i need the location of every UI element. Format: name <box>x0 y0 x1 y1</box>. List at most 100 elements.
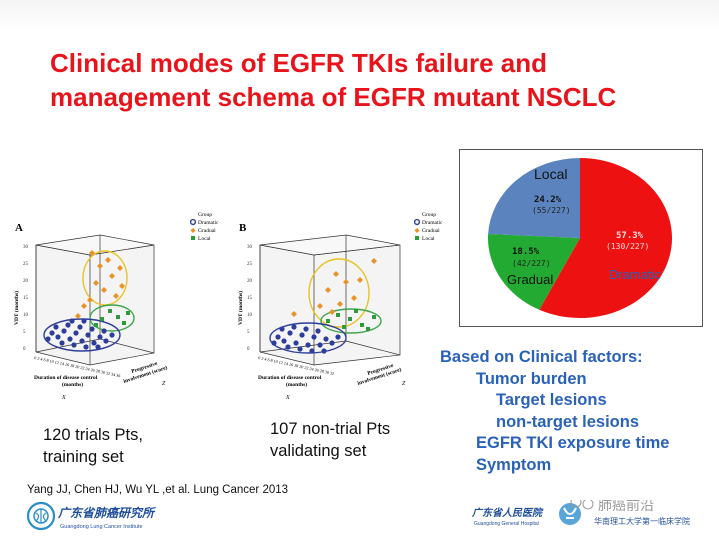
dramatic-point <box>55 334 61 340</box>
gradual-point <box>119 283 125 289</box>
y-axis-label: VDT (months) <box>237 291 244 325</box>
y-axis-label: VDT (months) <box>13 291 20 325</box>
gradual-points <box>291 258 377 317</box>
legend-gradual-marker <box>190 228 196 233</box>
gradual-point <box>117 265 123 271</box>
local-point <box>366 327 370 331</box>
dramatic-point <box>101 328 107 334</box>
dramatic-point <box>315 328 321 334</box>
gradual-ellipse <box>308 258 370 328</box>
legend-dramatic: Dramatic <box>422 220 443 226</box>
dramatic-point <box>329 340 335 346</box>
legend-title: Group <box>198 212 212 218</box>
scatter-panel-a: A 0 5 10 15 20 25 30 VDT (months) <box>12 205 234 405</box>
dramatic-points <box>45 318 115 350</box>
y-tick: 15 <box>23 296 29 301</box>
dramatic-point <box>69 318 75 324</box>
factor-non-target-lesions: non-target lesions <box>496 412 640 431</box>
gradual-point <box>101 287 107 293</box>
dramatic-point <box>77 324 83 330</box>
pie-slice-gradual <box>488 233 580 310</box>
slide-title: Clinical modes of EGFR TKIs failure and … <box>50 46 700 114</box>
legend-b: Group Dramatic Gradual Local <box>413 212 443 242</box>
dramatic-point <box>97 334 103 340</box>
y-ticks-b: 0 5 10 15 20 25 30 <box>247 245 253 352</box>
local-point <box>122 321 126 325</box>
dramatic-point <box>49 330 55 336</box>
x-axis-unit: (months) <box>62 381 83 388</box>
gradual-point <box>337 301 343 307</box>
dramatic-point <box>311 334 317 340</box>
affiliation-cn: 华南理工大学第一临床学院 <box>594 516 690 526</box>
caption-training-line-1: 120 trials Pts, <box>43 426 143 444</box>
gradual-point <box>109 273 115 279</box>
y-ticks-a: 0 5 10 15 20 25 30 <box>23 245 29 352</box>
dramatic-point <box>85 332 91 338</box>
clinical-factors-list: Based on Clinical factors: Tumor burden … <box>440 347 715 476</box>
legend-local: Local <box>422 236 435 242</box>
local-point <box>326 319 330 323</box>
dramatic-point <box>83 344 89 350</box>
dramatic-point <box>79 338 85 344</box>
local-ellipse <box>320 308 382 334</box>
x-side-letter: X <box>61 395 66 401</box>
y-tick: 0 <box>247 347 250 352</box>
dramatic-point <box>67 336 73 342</box>
scatter-3d-a: A 0 5 10 15 20 25 30 VDT (months) <box>13 212 219 401</box>
gradual-point <box>291 311 297 317</box>
pie-frac-local: (55/227) <box>532 206 571 215</box>
local-point <box>342 325 346 329</box>
pie-frac-gradual: (42/227) <box>512 259 551 268</box>
local-point <box>348 317 352 321</box>
gradual-point <box>329 309 335 315</box>
pie-chart: Local 24.2% (55/227) 18.5% (42/227) Grad… <box>488 158 672 318</box>
dramatic-point <box>281 338 287 344</box>
legend-gradual: Gradual <box>198 228 216 234</box>
local-points <box>94 309 130 327</box>
dramatic-point <box>275 334 281 340</box>
gradual-point <box>325 287 331 293</box>
y-tick: 10 <box>247 313 253 318</box>
pie-chart-box: Local 24.2% (55/227) 18.5% (42/227) Grad… <box>459 149 703 327</box>
dramatic-points <box>271 324 341 354</box>
y-tick: 20 <box>23 279 29 284</box>
scatter-3d-b: B 0 5 10 15 20 25 30 VDT (months) Y <box>237 212 443 401</box>
y-tick: 5 <box>247 330 250 335</box>
pie-slice-dramatic <box>539 158 672 318</box>
local-point <box>94 323 98 327</box>
dramatic-point <box>285 344 291 350</box>
y-tick: 20 <box>247 279 253 284</box>
factor-tumor-burden: Tumor burden <box>476 369 587 388</box>
institute-logo-graphic: 广东省肺癌研究所 Guangdong Lung Cancer Institute <box>26 501 156 531</box>
factor-symptom: Symptom <box>476 455 552 474</box>
dramatic-point <box>53 324 59 330</box>
hospital-name-cn: 广东省人民医院 <box>471 507 544 519</box>
local-point <box>100 317 104 321</box>
legend-gradual-marker <box>414 228 420 233</box>
gradual-point <box>87 297 93 303</box>
caption-validating: 107 non-trial Pts validating set <box>270 418 390 462</box>
local-point <box>372 315 376 319</box>
dramatic-point <box>65 322 71 328</box>
gradual-point <box>343 279 349 285</box>
local-point <box>108 309 112 313</box>
y-tick: 5 <box>23 330 26 335</box>
gradual-point <box>333 271 339 277</box>
institute-name-cn: 广东省肺癌研究所 <box>57 506 156 520</box>
caption-training-line-2: training set <box>43 448 124 466</box>
x-axis-unit: (months) <box>286 381 307 388</box>
dramatic-point <box>309 348 315 354</box>
y-tick: 25 <box>247 262 253 267</box>
dramatic-point <box>103 338 109 344</box>
local-point <box>336 313 340 317</box>
caption-validating-line-2: validating set <box>270 442 367 460</box>
pie-pct-dramatic: 57.3% <box>616 231 644 241</box>
gradual-point <box>93 280 99 286</box>
dramatic-point <box>287 330 293 336</box>
gradual-point <box>97 263 103 269</box>
legend-dramatic-marker <box>413 218 421 226</box>
x-axis-label: Duration of disease control <box>34 375 98 381</box>
dramatic-point <box>271 340 277 346</box>
local-point <box>360 323 364 327</box>
gradual-point <box>317 303 323 309</box>
